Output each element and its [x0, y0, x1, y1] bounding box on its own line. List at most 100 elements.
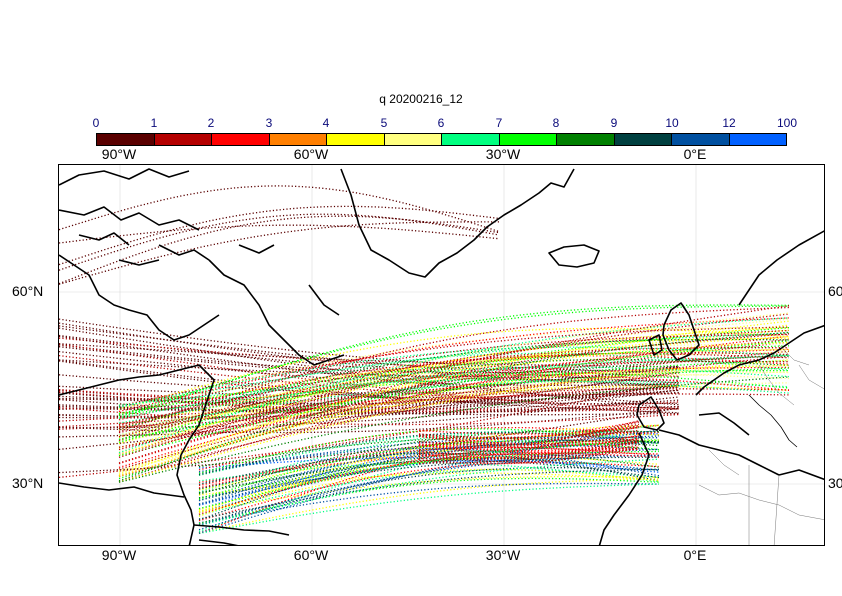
trajectory-path [118, 338, 790, 455]
colorbar-tick: 12 [722, 116, 736, 130]
trajectory-path [118, 369, 789, 416]
map-panel [58, 164, 825, 546]
trajectory-path [59, 396, 680, 438]
trajectory-path [118, 363, 790, 453]
trajectory-path [198, 426, 660, 471]
trajectory-path [59, 385, 680, 399]
colorbar-tick: 9 [610, 116, 618, 130]
trajectory-path [118, 332, 790, 408]
trajectory-path [418, 435, 640, 451]
trajectory-path [198, 446, 660, 489]
trajectory-path [418, 437, 640, 461]
colorbar-segment-8 [557, 134, 615, 145]
lat-label-right: 60 [828, 283, 842, 299]
trajectory-path [118, 336, 790, 428]
trajectory-path [118, 364, 790, 477]
trajectory-path [59, 221, 499, 285]
colorbar-tick: 5 [380, 116, 388, 130]
lat-label-left: 60°N [12, 283, 44, 299]
trajectory-path [59, 185, 500, 233]
coastline-italy [748, 394, 798, 448]
trajectory-path [118, 352, 790, 442]
trajectory-path [59, 374, 680, 394]
lat-label-right: 30 [828, 475, 842, 491]
trajectory-path [198, 460, 660, 506]
trajectory-path [198, 431, 660, 476]
trajectory-path [198, 448, 660, 531]
trajectory-path [198, 469, 660, 516]
trajectory-path [118, 347, 789, 426]
trajectory-path [59, 385, 680, 405]
coastlines [59, 168, 824, 545]
trajectory-path [198, 468, 660, 514]
colorbar-tick: 10 [665, 116, 679, 130]
lon-label: 0°E [683, 547, 707, 563]
trajectory-path [118, 372, 790, 436]
colorbar-segment-6 [442, 134, 500, 145]
trajectory-path [418, 444, 640, 465]
lon-label: 90°W [101, 146, 137, 162]
trajectory-path [118, 329, 790, 449]
colorbar-segment-11 [729, 134, 786, 145]
trajectory-path [418, 441, 640, 456]
colorbar-tick: 3 [265, 116, 273, 130]
trajectory-path [118, 335, 790, 477]
trajectory-path [198, 475, 660, 512]
lon-label: 30°W [485, 146, 521, 162]
trajectory-path [198, 442, 660, 513]
trajectory-path [118, 355, 790, 421]
lon-label: 0°E [683, 146, 707, 162]
colorbar-tick: 8 [552, 116, 560, 130]
trajectory-path [418, 447, 640, 463]
trajectory-path [59, 388, 680, 410]
colorbar-segment-9 [614, 134, 672, 145]
trajectory-path [59, 398, 680, 415]
trajectory-path [198, 458, 660, 527]
colorbar-segment-5 [384, 134, 442, 145]
trajectory-path [118, 353, 790, 428]
trajectory-path [118, 329, 790, 438]
colorbar-segment-0 [97, 134, 155, 145]
trajectory-path [118, 318, 790, 443]
trajectory-path [418, 421, 640, 446]
colorbar-segment-4 [327, 134, 385, 145]
trajectory-path [118, 366, 790, 420]
trajectory-path [118, 326, 790, 407]
map-title: q 20200216_12 [379, 92, 463, 106]
trajectory-path [59, 407, 680, 434]
coastline-iberia-africa [598, 412, 824, 545]
colorbar-segment-3 [269, 134, 327, 145]
colorbar-segment-10 [672, 134, 730, 145]
trajectory-path [118, 338, 790, 430]
trajectory-path [118, 305, 790, 459]
trajectory-path [59, 389, 680, 429]
colorbar-tick: 1 [150, 116, 158, 130]
colorbar-segment-1 [154, 134, 212, 145]
lat-label-left: 30°N [12, 475, 44, 491]
lon-label: 60°W [293, 146, 329, 162]
trajectory-path [118, 371, 790, 472]
trajectory-path [118, 331, 790, 482]
trajectory-path [418, 434, 640, 459]
trajectory-path [198, 447, 660, 477]
trajectory-path [118, 306, 790, 433]
trajectory-path [59, 386, 680, 420]
trajectory-path [198, 477, 660, 534]
lon-label: 60°W [293, 547, 329, 563]
trajectory-path [198, 430, 660, 477]
trajectory-path [198, 451, 660, 484]
trajectory-path [118, 366, 790, 469]
colorbar-tick: 2 [207, 116, 215, 130]
trajectory-path [118, 359, 790, 483]
trajectory-path [118, 360, 790, 480]
trajectory-path [118, 345, 790, 414]
coastline-europe [636, 230, 824, 431]
trajectory-path [418, 420, 640, 439]
colorbar-tick: 6 [437, 116, 445, 130]
trajectory-path [118, 379, 790, 406]
trajectory-path [118, 326, 790, 443]
trajectory-path [418, 439, 640, 460]
trajectory-path [59, 213, 500, 271]
trajectory-path [198, 439, 660, 510]
coastline-caribbean [193, 524, 290, 545]
